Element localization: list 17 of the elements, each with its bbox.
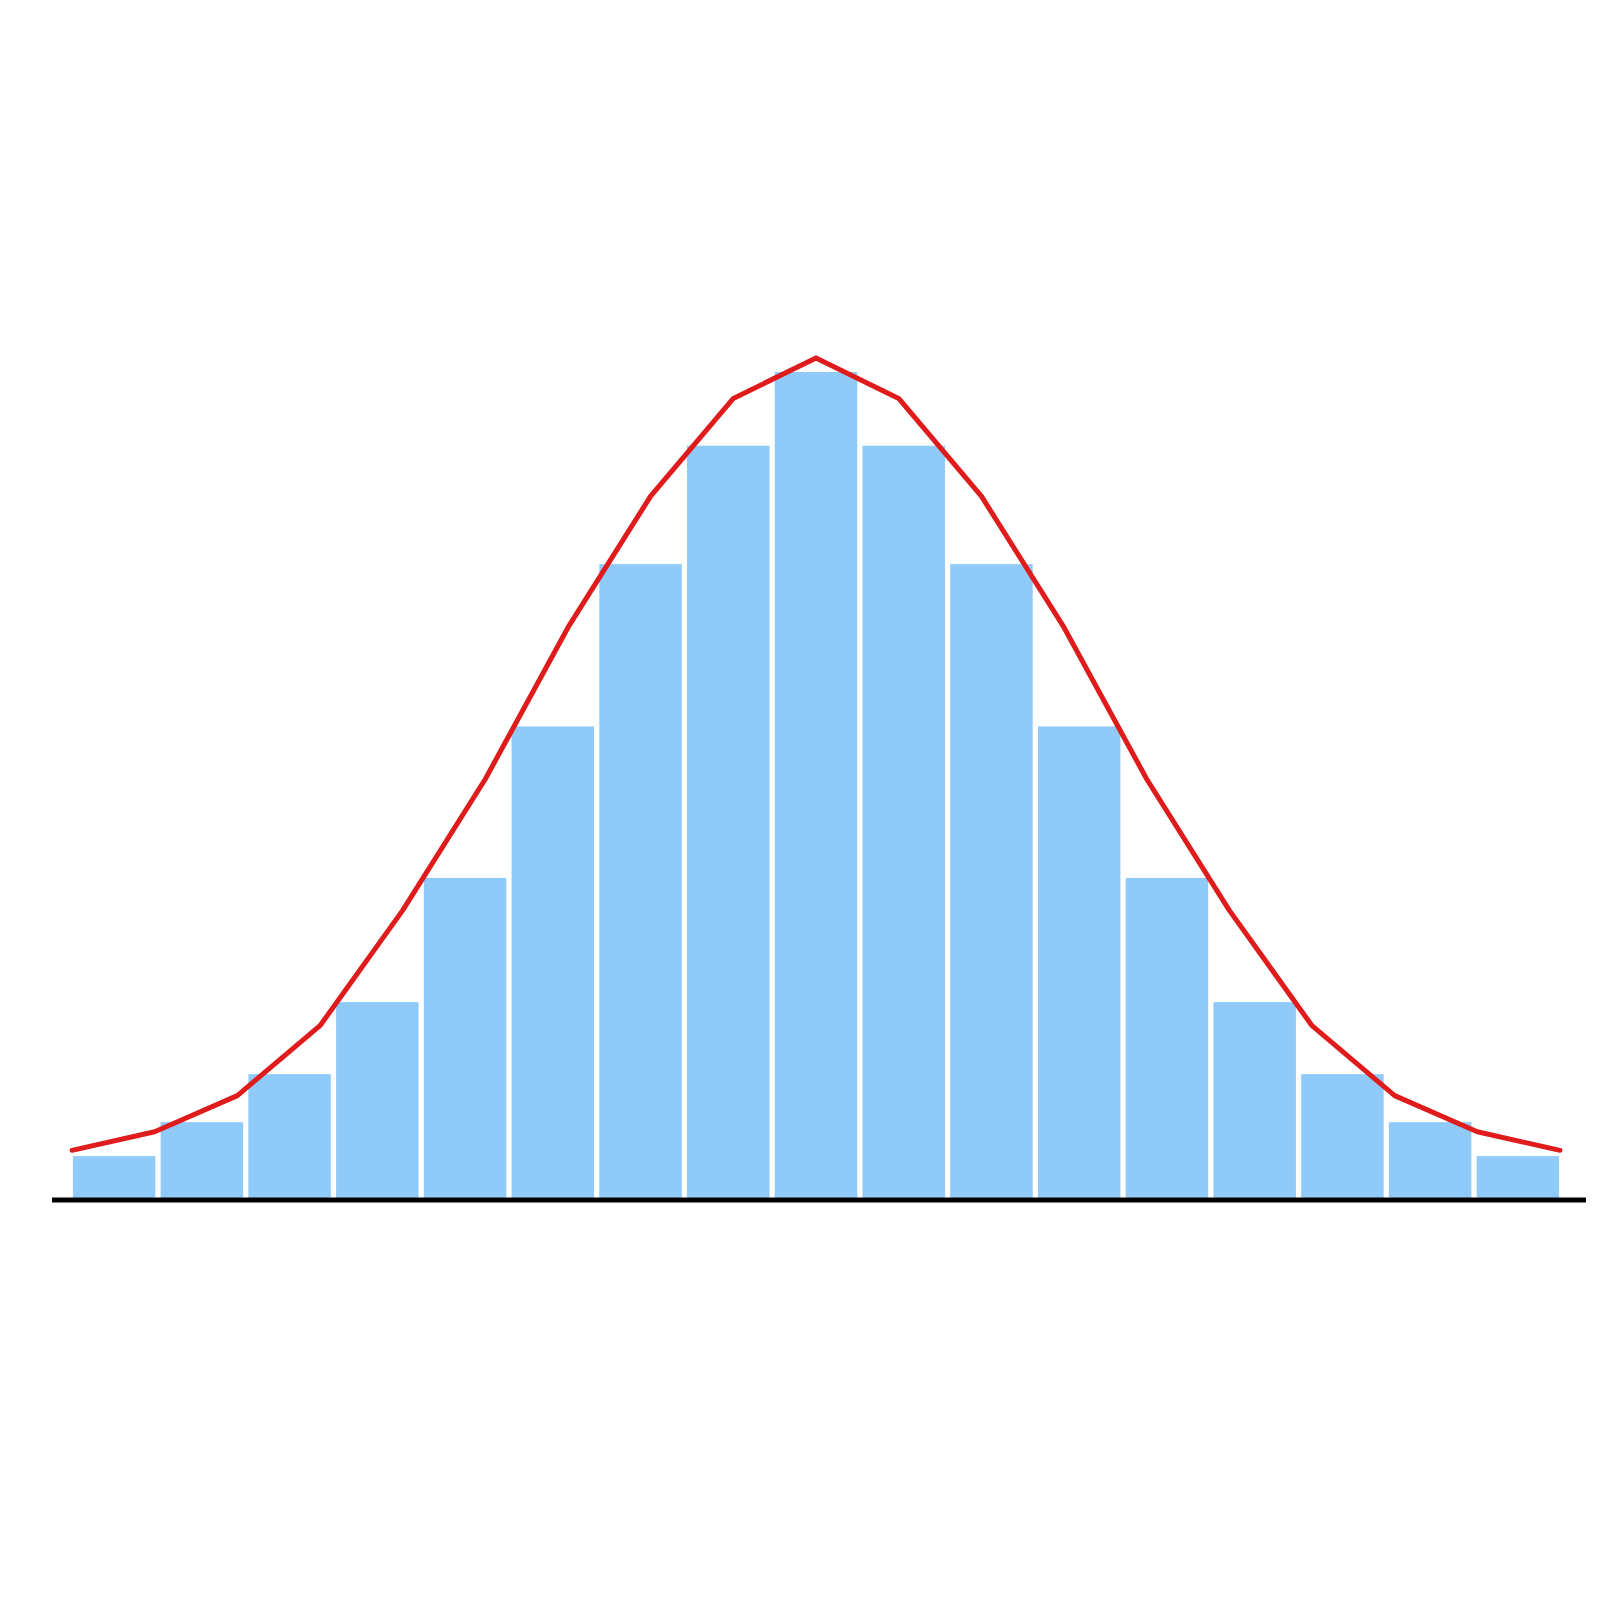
bar — [160, 1122, 244, 1200]
bar — [511, 726, 595, 1200]
bar — [1213, 1002, 1296, 1200]
bar — [774, 372, 858, 1200]
bar — [599, 564, 682, 1200]
bar — [1388, 1122, 1472, 1200]
bar — [1037, 726, 1121, 1200]
bar — [950, 564, 1033, 1200]
bar — [72, 1156, 156, 1200]
bar — [248, 1074, 331, 1200]
bar — [423, 877, 507, 1200]
bar — [336, 1002, 419, 1200]
bar — [1301, 1074, 1384, 1200]
bar — [687, 445, 770, 1200]
bar — [1125, 877, 1209, 1200]
bar — [1476, 1156, 1560, 1200]
bar — [862, 445, 945, 1200]
